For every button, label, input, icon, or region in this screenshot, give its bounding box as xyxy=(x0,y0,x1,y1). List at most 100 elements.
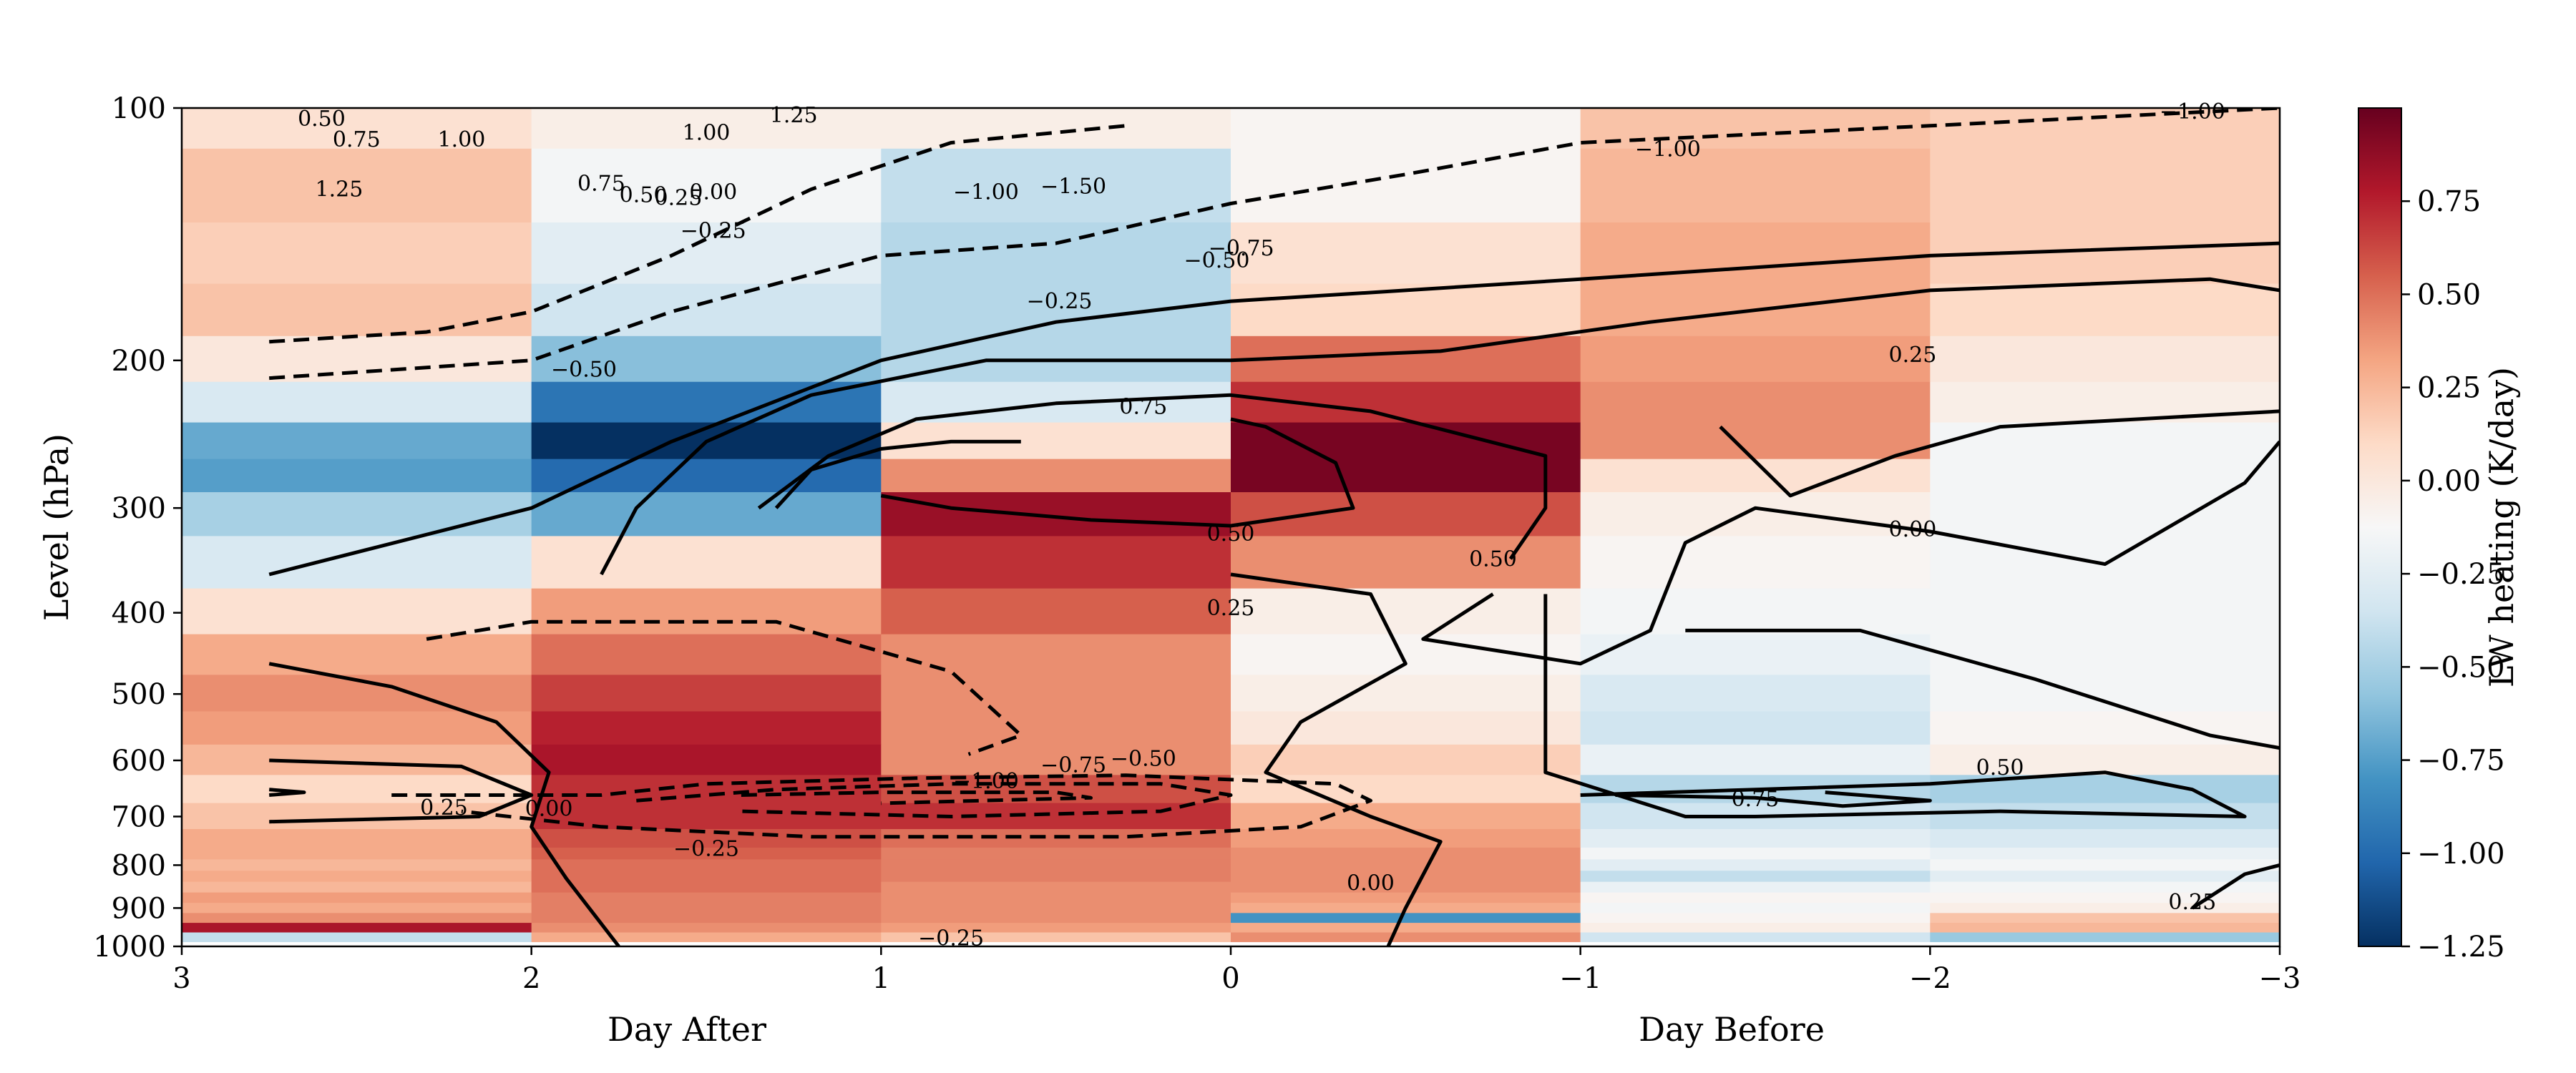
x-tick-label: 2 xyxy=(522,962,540,995)
heatmap-cell xyxy=(182,536,532,589)
contour-line xyxy=(2191,863,2280,910)
colorbar: 0.75 0.50 0.25 0.00 −0.25 −0.50 −0.75 −1.00 −1.2… xyxy=(2358,107,2521,964)
contour-line xyxy=(269,758,534,824)
heatmap-cell xyxy=(1231,492,1581,536)
heatmap-cell xyxy=(1930,711,2280,745)
heatmap-cell xyxy=(1580,492,1931,536)
contour-label: −1.00 xyxy=(2160,99,2225,124)
heatmap-cell xyxy=(182,335,532,383)
heatmap-cell xyxy=(1930,923,2280,934)
heatmap-cell xyxy=(1231,744,1581,775)
heatmap-cell xyxy=(531,932,882,943)
heatmap-cell xyxy=(1930,871,2280,883)
x-tick-label: 0 xyxy=(1221,962,1239,995)
heatmap-cell xyxy=(1231,148,1581,223)
colorbar-ticks: 0.75 0.50 0.25 0.00 −0.25 −0.50 −0.75 −1.00 −1.2… xyxy=(2401,185,2505,964)
contour-label: −0.25 xyxy=(680,218,746,243)
contour-label: 1.00 xyxy=(683,120,731,145)
heatmap-cell xyxy=(1580,859,1931,871)
contour-label: −0.75 xyxy=(1040,753,1106,778)
heatmap-cell xyxy=(881,459,1231,493)
contour-label: 0.50 xyxy=(298,107,346,132)
heatmap-cell xyxy=(1580,422,1931,460)
contour-label: 1.25 xyxy=(316,177,364,202)
contour-label: 0.75 xyxy=(1732,787,1780,812)
heatmap-cell xyxy=(1231,459,1581,493)
heatmap-cell xyxy=(1930,148,2280,223)
y-tick-label: 500 xyxy=(112,678,166,711)
heatmap-cell xyxy=(182,492,532,536)
heatmap-cell xyxy=(1580,536,1931,589)
heatmap-cell xyxy=(182,148,532,223)
heatmap-cell xyxy=(1930,675,2280,712)
heatmap-cell xyxy=(1231,222,1581,285)
heatmap-cell xyxy=(531,923,882,934)
heatmap-cell xyxy=(531,222,882,285)
heatmap-cell xyxy=(531,903,882,913)
contour-line xyxy=(269,108,2280,381)
heatmap-cell xyxy=(182,829,532,848)
heatmap-cell xyxy=(182,775,532,804)
heatmap-cell xyxy=(182,283,532,337)
y-axis-label: Level (hPa) xyxy=(37,433,76,621)
contour-label: 0.25 xyxy=(655,186,703,211)
heatmap-cell xyxy=(1930,634,2280,675)
heatmap-cell xyxy=(1580,881,1931,893)
heatmap-cell xyxy=(1580,932,1931,943)
heatmap-cell xyxy=(1580,634,1931,675)
heatmap-cell xyxy=(1231,881,1581,893)
heatmap-cell xyxy=(1580,108,1931,150)
heatmap-cell xyxy=(531,283,882,337)
heatmap-cell xyxy=(531,108,882,150)
heatmap-cell xyxy=(1231,847,1581,860)
heatmap-cell xyxy=(1580,871,1931,883)
heatmap-cell xyxy=(531,634,882,675)
contour-label: −1.00 xyxy=(953,180,1019,205)
heatmap-cell xyxy=(531,803,882,830)
heatmap-cell xyxy=(1231,932,1581,943)
heatmap-cell xyxy=(182,881,532,893)
heatmap-cell xyxy=(182,588,532,635)
contour-label: −0.25 xyxy=(918,926,984,951)
heatmap-cell xyxy=(881,588,1231,635)
y-tick-label: 1000 xyxy=(93,931,166,964)
colorbar-tick-label: −1.25 xyxy=(2417,931,2505,964)
heatmap-cell xyxy=(531,847,882,860)
heatmap-cell xyxy=(1930,108,2280,150)
heatmap-cell xyxy=(182,871,532,883)
contour-label: −0.75 xyxy=(1209,236,1274,261)
contour-label: 0.00 xyxy=(1889,517,1937,542)
heatmap-cell xyxy=(1580,675,1931,712)
heatmap-cell xyxy=(182,903,532,913)
x-tick-label: 3 xyxy=(172,962,190,995)
heatmap-cell xyxy=(531,588,882,635)
contour-labels: 0.500.75 1.001.251.001.250.750.500.250.00… xyxy=(298,99,2225,951)
colorbar-tick-label: 0.00 xyxy=(2417,465,2481,498)
contour-line xyxy=(426,619,1023,756)
heatmap-cell xyxy=(1930,881,2280,893)
heatmap-cell xyxy=(531,148,882,223)
contour-line xyxy=(636,782,1233,818)
heatmap-cell xyxy=(1930,913,2280,923)
heatmap-cell xyxy=(531,859,882,871)
heatmap-cell xyxy=(1231,588,1581,635)
contour-label: 1.25 xyxy=(770,103,818,128)
heatmap-cell xyxy=(881,634,1231,675)
heatmap-cell xyxy=(182,711,532,745)
heatmap-cell xyxy=(1580,381,1931,423)
heatmap-cell xyxy=(531,871,882,883)
heatmap-cell xyxy=(531,335,882,383)
heatmap-cell xyxy=(1930,829,2280,848)
colorbar-tick-label: 0.50 xyxy=(2417,278,2481,311)
colorbar-tick-label: 0.25 xyxy=(2417,372,2481,405)
contour-label: −0.50 xyxy=(1111,746,1176,771)
heatmap-cell xyxy=(1580,892,1931,903)
heatmap-cell xyxy=(881,881,1231,893)
contour-label: −0.50 xyxy=(1184,248,1249,273)
heatmap-cell xyxy=(1930,422,2280,460)
contour-label: 0.75 xyxy=(333,127,381,152)
heatmap-cell xyxy=(1580,847,1931,860)
heatmap-cell xyxy=(881,775,1231,804)
heatmap-cell xyxy=(881,829,1231,848)
heatmap-cell xyxy=(881,859,1231,871)
